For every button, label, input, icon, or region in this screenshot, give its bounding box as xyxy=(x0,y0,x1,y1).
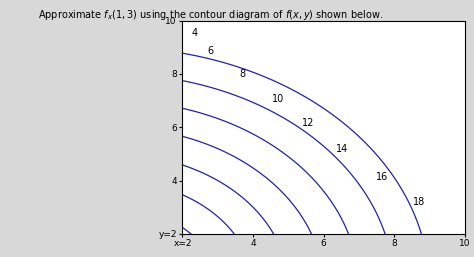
Text: 12: 12 xyxy=(302,118,315,128)
Text: 8: 8 xyxy=(239,69,245,79)
Text: 14: 14 xyxy=(336,144,348,153)
Text: 16: 16 xyxy=(376,171,389,181)
Text: 10: 10 xyxy=(273,94,285,104)
Text: 4: 4 xyxy=(191,27,198,38)
Text: 6: 6 xyxy=(207,46,213,56)
Text: 18: 18 xyxy=(413,197,426,207)
Text: Approximate $f_x(1,3)$ using the contour diagram of $f(x,y)$ shown below.: Approximate $f_x(1,3)$ using the contour… xyxy=(38,8,383,22)
